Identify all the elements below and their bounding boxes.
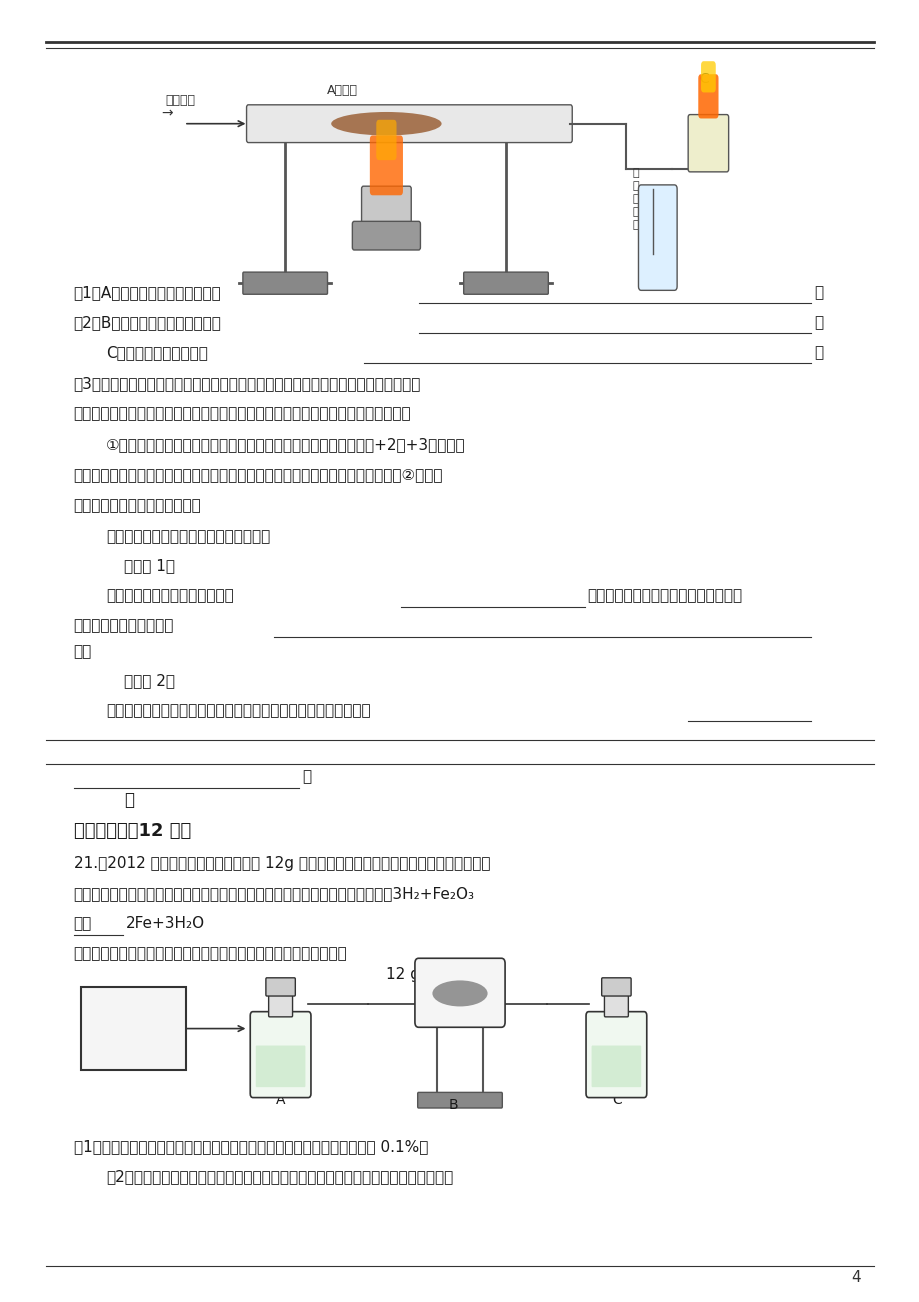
Text: 氢气: 氢气 [106, 993, 123, 1008]
FancyBboxPatch shape [81, 987, 186, 1070]
Text: A: A [276, 1094, 285, 1107]
Text: 硫: 硫 [598, 1057, 606, 1070]
FancyBboxPatch shape [361, 186, 411, 230]
Text: 发生: 发生 [106, 1010, 123, 1025]
Text: （3）实验结束后，小李看到红色固体全部变黑了，认为产物就是单质铁，但小王提出: （3）实验结束后，小李看到红色固体全部变黑了，认为产物就是单质铁，但小王提出 [74, 376, 421, 391]
Text: 酸: 酸 [598, 1073, 606, 1086]
Text: 水: 水 [632, 220, 639, 230]
Text: 硫: 硫 [263, 1057, 270, 1070]
Text: 灰: 灰 [632, 207, 639, 217]
Text: ［实验 1］: ［实验 1］ [124, 559, 175, 573]
FancyBboxPatch shape [414, 958, 505, 1027]
FancyBboxPatch shape [250, 1012, 311, 1098]
Text: C处点燃酒精灯的目的是: C处点燃酒精灯的目的是 [106, 345, 208, 359]
FancyBboxPatch shape [591, 1046, 641, 1087]
Text: 根据上述信息，小王又设计了两个实验。: 根据上述信息，小王又设计了两个实验。 [106, 530, 270, 544]
FancyBboxPatch shape [246, 104, 572, 142]
Text: C: C [698, 73, 709, 86]
Text: 装置: 装置 [106, 1027, 123, 1042]
Text: →: → [161, 107, 173, 120]
Text: A氧化铁: A氧化铁 [326, 83, 357, 96]
Text: 了质疑：还有可能生成其它物质。为了进一步验证其固体成分，小王查到下列资料：: 了质疑：还有可能生成其它物质。为了进一步验证其固体成分，小王查到下列资料： [74, 406, 411, 421]
Text: ＿。: ＿。 [74, 644, 92, 659]
FancyBboxPatch shape [463, 272, 548, 294]
FancyBboxPatch shape [700, 61, 715, 92]
Text: 黄色，据此得出的结论是: 黄色，据此得出的结论是 [74, 618, 174, 633]
Text: 四、计算题（12 分）: 四、计算题（12 分） [74, 822, 190, 840]
Text: 溶液中，观察到有气泡出现，溶液未变: 溶液中，观察到有气泡出现，溶液未变 [586, 589, 742, 603]
Text: 酸: 酸 [263, 1073, 270, 1086]
Text: 2Fe+3H₂O: 2Fe+3H₂O [126, 917, 205, 931]
Text: B: B [448, 1099, 458, 1112]
FancyBboxPatch shape [369, 135, 403, 195]
Text: 12 g 氧化铁样品: 12 g 氧化铁样品 [386, 967, 471, 982]
Text: 浓: 浓 [263, 1042, 270, 1055]
FancyBboxPatch shape [268, 991, 292, 1017]
Text: 石: 石 [632, 194, 639, 204]
FancyBboxPatch shape [687, 115, 728, 172]
Text: 再用磁铁吸引余下黑色固体，实验后即可对黑色固体成分进行判断: 再用磁铁吸引余下黑色固体，实验后即可对黑色固体成分进行判断 [106, 703, 370, 717]
Text: 将黑色固体研磨后，取少量加入: 将黑色固体研磨后，取少量加入 [106, 589, 233, 603]
Text: 清: 清 [632, 181, 639, 191]
FancyBboxPatch shape [376, 120, 396, 160]
FancyBboxPatch shape [604, 991, 628, 1017]
FancyBboxPatch shape [352, 221, 420, 250]
Text: 价），其中氧化铁为红棕色，其余都为黑色；并且只有四氧化三铁能被磁铁吸引。②铁的氧: 价），其中氧化铁为红棕色，其余都为黑色；并且只有四氧化三铁能被磁铁吸引。②铁的氧 [74, 467, 443, 482]
Text: 21.（2012 年山东青岛）某同学为测定 12g 含杂质的氧化铁样品中氧化铁的质量分数，利用: 21.（2012 年山东青岛）某同学为测定 12g 含杂质的氧化铁样品中氧化铁的… [74, 857, 490, 871]
Text: 杂质不参加反应，假定每步均完全反应或吸收）。请回答有关问题：: 杂质不参加反应，假定每步均完全反应或吸收）。请回答有关问题： [74, 947, 347, 961]
Text: 一氧化碳: 一氧化碳 [165, 94, 196, 107]
Text: 稀硫酸和锌粒制取氢气，设计了下图所示的装置，进行有关的实验探究（提示：3H₂+Fe₂O₃: 稀硫酸和锌粒制取氢气，设计了下图所示的装置，进行有关的实验探究（提示：3H₂+F… [74, 887, 474, 901]
Text: 澄: 澄 [632, 168, 639, 178]
Text: （1）A处发生反应的化学方程式是: （1）A处发生反应的化学方程式是 [74, 285, 221, 299]
FancyBboxPatch shape [243, 272, 327, 294]
Text: 。: 。 [813, 315, 823, 329]
Text: 。: 。 [813, 345, 823, 359]
FancyBboxPatch shape [266, 978, 295, 996]
Ellipse shape [331, 112, 441, 135]
FancyBboxPatch shape [255, 1046, 305, 1087]
Text: 高温: 高温 [74, 917, 92, 931]
FancyBboxPatch shape [601, 978, 630, 996]
Text: 4: 4 [850, 1271, 859, 1285]
Text: B: B [643, 259, 652, 272]
Text: （2）B中发生反应的化学方程式是: （2）B中发生反应的化学方程式是 [74, 315, 221, 329]
Text: C: C [612, 1094, 622, 1107]
Text: 浓: 浓 [598, 1042, 606, 1055]
FancyBboxPatch shape [638, 185, 676, 290]
Text: ①铁的氧化物有氧化铁、氧化亚铁、四氧化三铁（该化合物中铁有+2、+3两种化合: ①铁的氧化物有氧化铁、氧化亚铁、四氧化三铁（该化合物中铁有+2、+3两种化合 [106, 437, 465, 452]
FancyBboxPatch shape [698, 74, 718, 118]
Text: （2）该实验还可测定组成水的各元素之间的质量关系，请用表中实验数据列式表示出: （2）该实验还可测定组成水的各元素之间的质量关系，请用表中实验数据列式表示出 [106, 1169, 452, 1184]
Text: （1）请计算样品中氧化铁的质量分数。（写出计算步骤，计算结果精确到 0.1%）: （1）请计算样品中氧化铁的质量分数。（写出计算步骤，计算结果精确到 0.1%） [74, 1139, 427, 1154]
Text: 答: 答 [124, 790, 134, 809]
Text: ［实验 2］: ［实验 2］ [124, 673, 175, 687]
Text: 。: 。 [813, 285, 823, 299]
FancyBboxPatch shape [417, 1092, 502, 1108]
Ellipse shape [432, 980, 487, 1006]
Text: 化物都能与酸发生反应而溶解。: 化物都能与酸发生反应而溶解。 [74, 499, 201, 513]
Text: 。: 。 [301, 769, 311, 784]
FancyBboxPatch shape [585, 1012, 646, 1098]
